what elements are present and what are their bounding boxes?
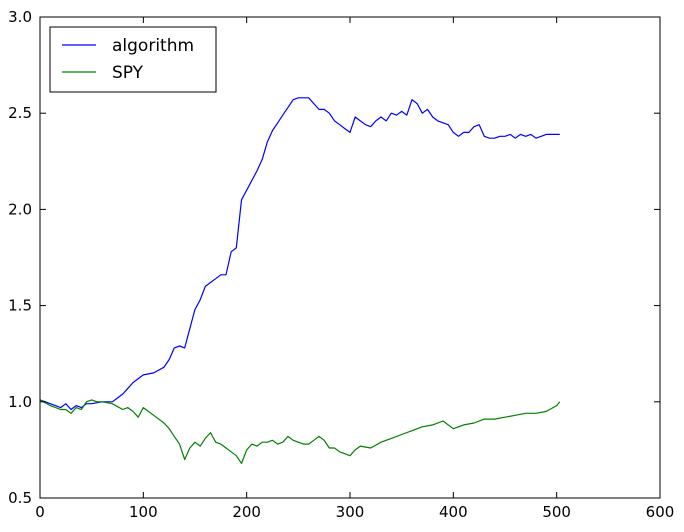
y-tick-label: 1.5 (8, 297, 32, 315)
x-tick-label: 500 (542, 503, 571, 521)
series-line-spy (39, 399, 561, 464)
ticks-layer: 0 100 200 300 400 500 600 0.5 1.0 1.5 2.0 2.5 3.0 (8, 8, 674, 521)
series-layer (39, 97, 561, 464)
legend-label-spy: SPY (112, 63, 144, 83)
y-tick-label: 2.0 (8, 200, 32, 218)
series-line-algorithm (39, 97, 560, 411)
x-tick-label: 200 (232, 503, 261, 521)
x-tick-label: 400 (439, 503, 468, 521)
x-tick-label: 100 (129, 503, 158, 521)
y-tick-label: 0.5 (8, 489, 32, 507)
legend-box (49, 26, 217, 93)
y-tick-label: 3.0 (8, 8, 32, 26)
y-tick-label: 2.5 (8, 104, 32, 122)
y-tick-label: 1.0 (8, 393, 32, 411)
x-tick-label: 600 (646, 503, 675, 521)
legend-label-algorithm: algorithm (112, 36, 194, 56)
legend: algorithm SPY (49, 26, 217, 93)
x-tick-label: 0 (35, 503, 45, 521)
x-tick-label: 300 (336, 503, 365, 521)
